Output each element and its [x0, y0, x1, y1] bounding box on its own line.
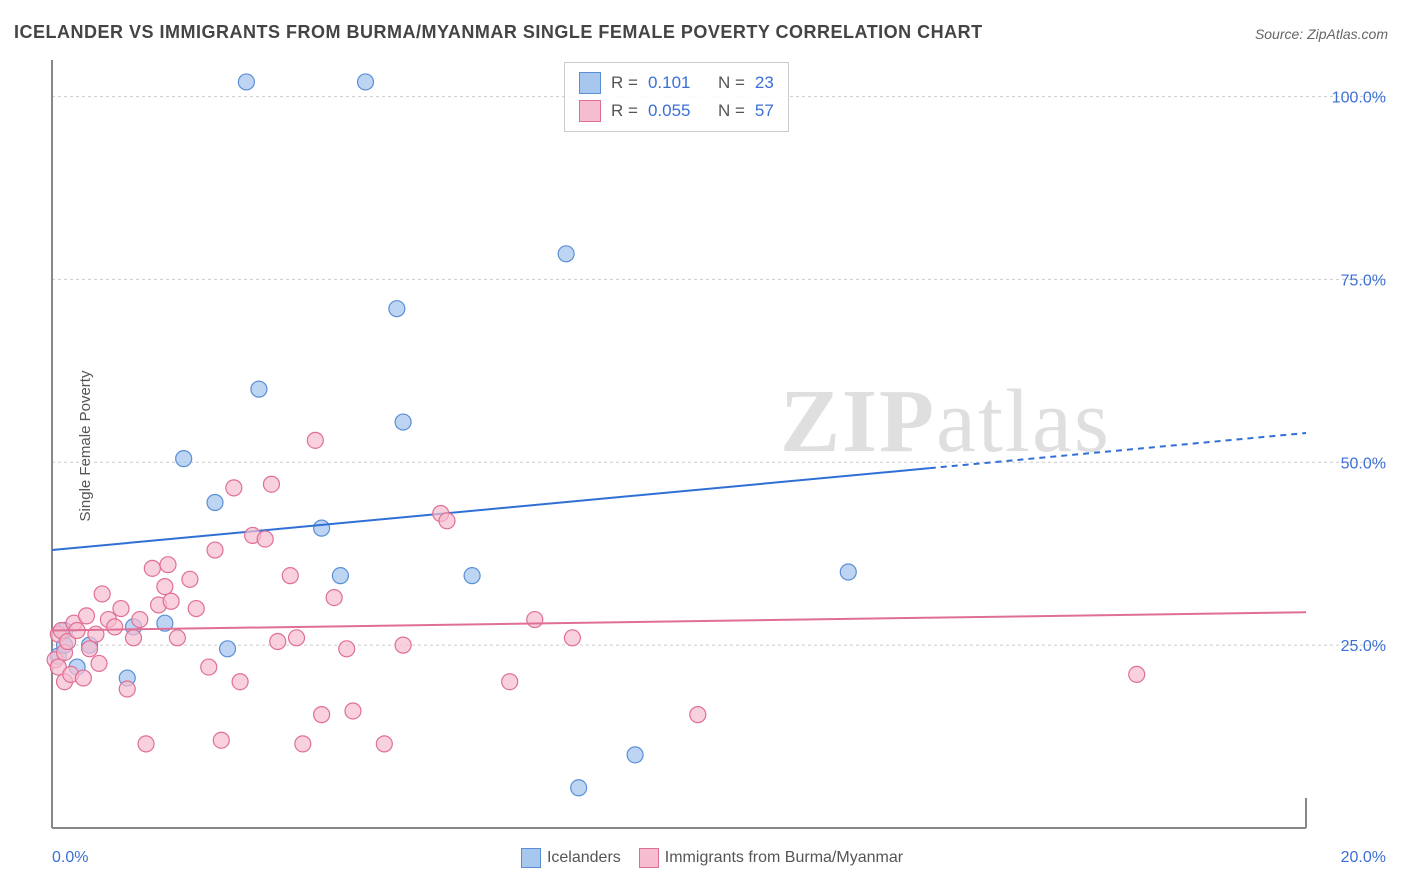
data-point [107, 619, 123, 635]
y-tick-label: 50.0% [1341, 455, 1386, 472]
y-tick-label: 100.0% [1332, 90, 1386, 107]
legend-n-label: N = [718, 101, 745, 121]
data-point [251, 381, 267, 397]
data-point [564, 630, 580, 646]
data-point [132, 612, 148, 628]
data-point [358, 74, 374, 90]
legend-r-value: 0.101 [648, 73, 708, 93]
data-point [690, 707, 706, 723]
data-point [169, 630, 185, 646]
series-legend: Icelanders Immigrants from Burma/Myanmar [0, 848, 1406, 868]
data-point [238, 74, 254, 90]
data-point [527, 612, 543, 628]
data-point [163, 593, 179, 609]
data-point [213, 732, 229, 748]
data-point [295, 736, 311, 752]
data-point [376, 736, 392, 752]
data-point [257, 531, 273, 547]
data-point [314, 520, 330, 536]
correlation-legend: R = 0.101 N = 23 R = 0.055 N = 57 [564, 62, 789, 132]
data-point [220, 641, 236, 657]
legend-series-name: Immigrants from Burma/Myanmar [665, 849, 903, 866]
legend-n-label: N = [718, 73, 745, 93]
data-point [188, 601, 204, 617]
data-point [119, 681, 135, 697]
legend-row: R = 0.055 N = 57 [579, 97, 774, 125]
data-point [502, 674, 518, 690]
data-point [207, 542, 223, 558]
data-point [326, 590, 342, 606]
legend-swatch-icon [639, 848, 659, 868]
data-point [201, 659, 217, 675]
data-point [314, 707, 330, 723]
data-point [389, 301, 405, 317]
y-tick-label: 25.0% [1341, 638, 1386, 655]
data-point [232, 674, 248, 690]
y-tick-label: 75.0% [1341, 272, 1386, 289]
data-point [226, 480, 242, 496]
data-point [91, 655, 107, 671]
data-point [395, 414, 411, 430]
scatter-chart: 25.0%50.0%75.0%100.0%0.0%20.0% [0, 0, 1406, 892]
data-point [157, 579, 173, 595]
legend-swatch-icon [579, 100, 601, 122]
legend-r-value: 0.055 [648, 101, 708, 121]
legend-n-value: 23 [755, 73, 774, 93]
data-point [464, 568, 480, 584]
data-point [627, 747, 643, 763]
data-point [282, 568, 298, 584]
data-point [270, 633, 286, 649]
trend-line-solid [52, 468, 930, 550]
data-point [289, 630, 305, 646]
data-point [75, 670, 91, 686]
data-point [182, 571, 198, 587]
data-point [332, 568, 348, 584]
data-point [571, 780, 587, 796]
data-point [94, 586, 110, 602]
data-point [207, 495, 223, 511]
trend-line-dashed [930, 433, 1306, 468]
legend-n-value: 57 [755, 101, 774, 121]
data-point [160, 557, 176, 573]
data-point [395, 637, 411, 653]
legend-series-name: Icelanders [547, 849, 621, 866]
data-point [1129, 666, 1145, 682]
data-point [126, 630, 142, 646]
legend-r-label: R = [611, 101, 638, 121]
data-point [558, 246, 574, 262]
legend-swatch-icon [521, 848, 541, 868]
data-point [176, 451, 192, 467]
data-point [307, 432, 323, 448]
data-point [144, 560, 160, 576]
data-point [113, 601, 129, 617]
trend-line-solid [52, 612, 1306, 630]
legend-row: R = 0.101 N = 23 [579, 69, 774, 97]
data-point [88, 626, 104, 642]
data-point [339, 641, 355, 657]
data-point [840, 564, 856, 580]
data-point [82, 641, 98, 657]
data-point [439, 513, 455, 529]
data-point [345, 703, 361, 719]
data-point [138, 736, 154, 752]
legend-r-label: R = [611, 73, 638, 93]
data-point [263, 476, 279, 492]
data-point [78, 608, 94, 624]
legend-swatch-icon [579, 72, 601, 94]
